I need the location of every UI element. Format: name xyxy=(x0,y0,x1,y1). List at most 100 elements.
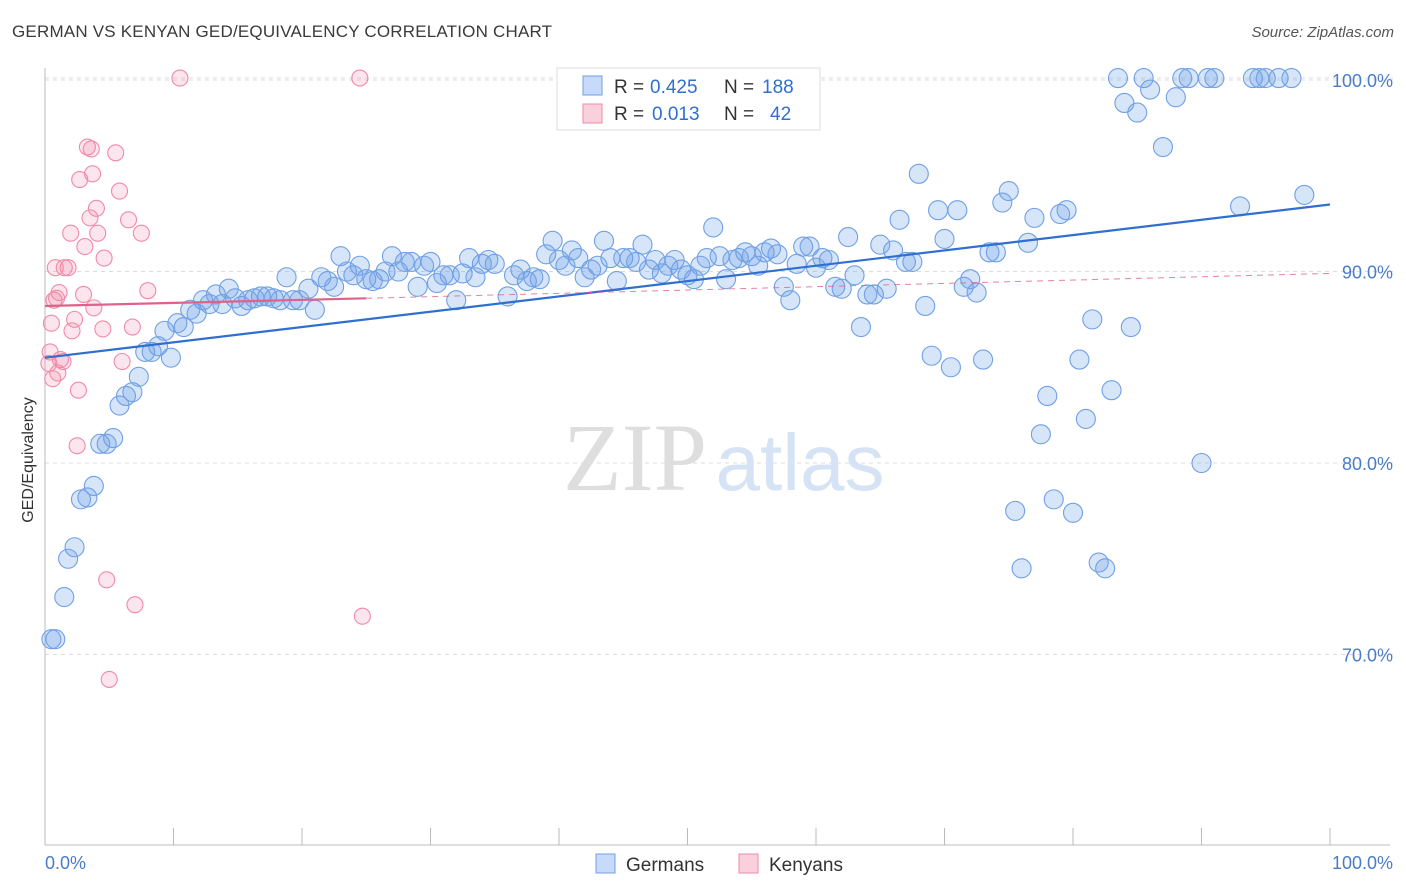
point-germans-68 xyxy=(478,249,499,271)
trendline-germans xyxy=(44,203,1331,359)
point-germans-7 xyxy=(83,475,104,497)
point-germans-115 xyxy=(786,253,807,274)
point-germans-57 xyxy=(407,276,428,297)
point-germans-145 xyxy=(979,242,1000,263)
point-kenyans-5 xyxy=(46,259,64,277)
point-germans-2 xyxy=(54,586,75,608)
point-germans-18 xyxy=(154,320,175,341)
point-germans-172 xyxy=(1165,87,1186,108)
point-germans-96 xyxy=(664,249,685,271)
point-germans-44 xyxy=(324,276,345,297)
point-kenyans-16 xyxy=(68,437,86,455)
point-germans-21 xyxy=(173,316,194,338)
point-germans-151 xyxy=(1017,232,1039,253)
point-germans-117 xyxy=(799,236,820,257)
point-germans-12 xyxy=(115,385,137,407)
point-germans-8 xyxy=(90,433,111,454)
point-germans-159 xyxy=(1069,349,1090,370)
point-germans-128 xyxy=(870,234,891,255)
point-germans-148 xyxy=(998,181,1019,202)
point-germans-3 xyxy=(58,548,79,569)
trendline-kenyans xyxy=(44,297,367,308)
watermark: ZIP atlas xyxy=(563,404,884,511)
point-germans-58 xyxy=(414,255,435,276)
point-germans-111 xyxy=(760,238,782,259)
point-germans-14 xyxy=(128,366,149,387)
point-germans-178 xyxy=(1230,196,1251,217)
point-kenyans-2 xyxy=(42,314,60,332)
y-tick-label-90: 90.0% xyxy=(1342,263,1393,283)
legend-swatch-germans xyxy=(582,75,603,96)
point-kenyans-37 xyxy=(126,596,144,614)
series-germans-points xyxy=(41,68,1315,650)
point-germans-75 xyxy=(529,269,550,290)
point-germans-133 xyxy=(902,251,923,272)
watermark-zip: ZIP xyxy=(563,404,707,511)
point-germans-114 xyxy=(780,290,801,311)
y-tick-label-70: 70.0% xyxy=(1342,646,1393,666)
legend-r-label-2: R = xyxy=(614,104,644,125)
point-germans-106 xyxy=(728,248,749,269)
point-kenyans-26 xyxy=(87,199,105,217)
point-germans-6 xyxy=(77,487,98,508)
bottom-legend-kenyans: Kenyans xyxy=(769,855,843,876)
point-germans-40 xyxy=(298,278,319,299)
tick-labels: 70.0% 80.0% 90.0% 100.0% 0.0% 100.0% xyxy=(45,71,1393,873)
point-germans-73 xyxy=(516,271,537,292)
point-germans-72 xyxy=(510,259,531,280)
point-germans-116 xyxy=(793,236,814,257)
y-tick-label-100: 100.0% xyxy=(1332,71,1393,91)
legend-swatch-kenyans xyxy=(582,103,603,124)
point-germans-137 xyxy=(928,200,949,221)
point-germans-84 xyxy=(587,255,608,276)
point-germans-46 xyxy=(336,261,358,282)
point-kenyans-32 xyxy=(107,144,125,162)
point-germans-150 xyxy=(1011,558,1032,579)
x-tick-label-100: 100.0% xyxy=(1332,853,1393,873)
point-kenyans-42 xyxy=(353,607,371,625)
point-germans-113 xyxy=(773,276,794,297)
point-germans-176 xyxy=(1197,68,1218,89)
y-axis-label: GED/Equivalency xyxy=(20,397,37,522)
point-germans-157 xyxy=(1056,200,1077,221)
point-germans-4 xyxy=(64,537,85,558)
point-germans-109 xyxy=(748,255,769,276)
point-germans-11 xyxy=(109,395,130,416)
point-germans-147 xyxy=(992,192,1013,213)
point-kenyans-27 xyxy=(89,224,107,242)
point-germans-139 xyxy=(940,357,961,378)
point-germans-184 xyxy=(1294,184,1315,205)
bottom-legend-swatch-germans xyxy=(595,853,616,874)
point-germans-154 xyxy=(1037,385,1058,407)
point-germans-175 xyxy=(1191,452,1212,474)
point-kenyans-12 xyxy=(59,259,77,277)
point-germans-153 xyxy=(1030,424,1051,445)
point-kenyans-31 xyxy=(100,670,118,688)
point-germans-10 xyxy=(103,428,124,449)
point-germans-122 xyxy=(831,278,852,299)
point-germans-76 xyxy=(536,244,557,265)
point-kenyans-13 xyxy=(62,224,80,242)
point-germans-123 xyxy=(838,226,859,248)
point-kenyans-41 xyxy=(351,69,369,87)
point-germans-48 xyxy=(349,255,370,276)
point-germans-132 xyxy=(895,251,917,272)
point-kenyans-19 xyxy=(75,285,93,304)
legend-n-value-germans: 188 xyxy=(762,77,794,98)
point-germans-55 xyxy=(394,251,415,272)
point-germans-174 xyxy=(1178,68,1199,89)
point-germans-24 xyxy=(193,290,214,311)
point-germans-37 xyxy=(276,267,297,288)
point-germans-135 xyxy=(915,295,936,317)
point-germans-104 xyxy=(715,269,737,290)
point-kenyans-11 xyxy=(55,259,73,277)
point-germans-120 xyxy=(818,249,839,271)
point-germans-158 xyxy=(1062,502,1084,523)
point-germans-91 xyxy=(632,234,653,255)
point-germans-124 xyxy=(844,265,865,286)
point-germans-81 xyxy=(568,248,589,269)
point-kenyans-35 xyxy=(119,211,138,229)
point-germans-152 xyxy=(1024,207,1045,228)
point-kenyans-34 xyxy=(113,352,131,371)
